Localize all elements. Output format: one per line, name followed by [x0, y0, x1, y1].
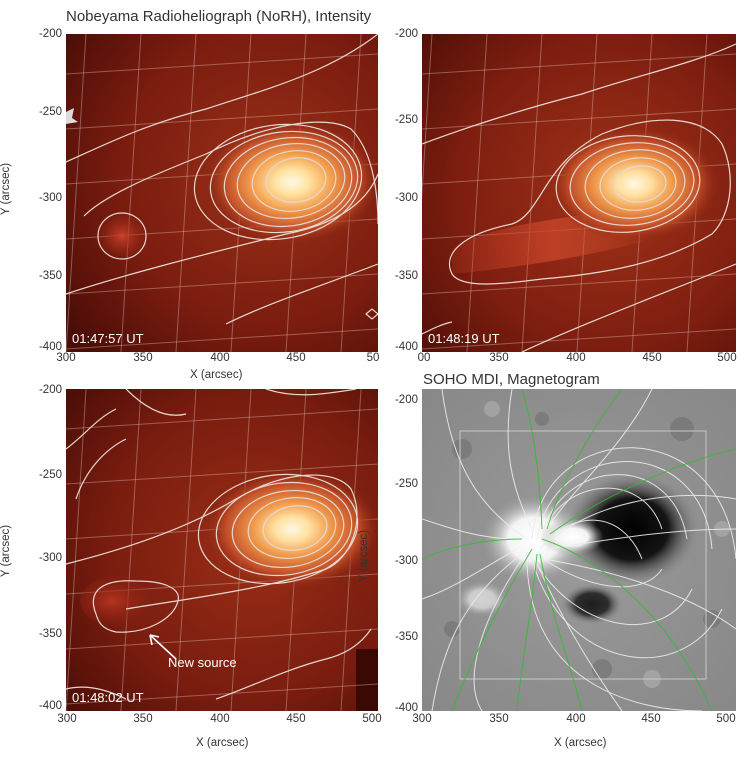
x-axis-label: X (arcsec)	[554, 737, 607, 749]
y-axis-label: Y (arcsec)	[0, 162, 13, 216]
y-tick: -200	[38, 28, 62, 40]
x-tick: 400	[566, 352, 586, 364]
x-tick: 300	[57, 713, 77, 725]
y-tick: -400	[38, 341, 62, 353]
y-tick: -300	[394, 555, 418, 567]
y-tick: -250	[394, 114, 418, 126]
x-tick: 500	[362, 713, 382, 725]
y-tick: -200	[394, 394, 418, 406]
intensity-contours	[66, 389, 372, 700]
y-tick: -400	[394, 702, 418, 714]
norh-panel-top-left: 01:47:57 UT	[66, 34, 378, 352]
norh-panel-top-right: 01:48:19 UT	[422, 34, 736, 352]
y-tick: -400	[38, 700, 62, 712]
y-tick: -250	[38, 106, 62, 118]
x-tick: 350	[133, 713, 153, 725]
y-tick: -200	[38, 384, 62, 396]
arrow-icon	[149, 634, 177, 660]
timestamp: 01:47:57 UT	[72, 331, 144, 346]
y-tick: -300	[38, 192, 62, 204]
x-tick: 50	[366, 352, 380, 364]
timestamp: 01:48:19 UT	[428, 331, 500, 346]
y-tick: -400	[394, 341, 418, 353]
x-tick: 400	[566, 713, 586, 725]
x-axis-label: X (arcsec)	[196, 737, 249, 749]
y-tick: -350	[38, 628, 62, 640]
y-tick: -200	[394, 28, 418, 40]
mdi-magnetogram-panel	[422, 389, 736, 711]
y-tick: -300	[38, 552, 62, 564]
x-tick: 500	[716, 713, 736, 725]
x-tick: 500	[717, 352, 737, 364]
x-axis-label: X (arcsec)	[190, 369, 243, 381]
x-tick: 350	[489, 713, 509, 725]
y-axis-label: Y (arcsec)	[0, 524, 13, 578]
open-field-lines	[422, 389, 736, 711]
y-tick: -350	[394, 270, 418, 282]
y-tick: -300	[394, 192, 418, 204]
mdi-title: SOHO MDI, Magnetogram	[423, 371, 600, 388]
x-tick: 300	[412, 713, 432, 725]
x-tick: 00	[417, 352, 431, 364]
x-tick: 400	[210, 713, 230, 725]
x-tick: 450	[641, 713, 661, 725]
y-tick: -350	[38, 270, 62, 282]
intensity-contours	[422, 43, 736, 352]
x-tick: 400	[210, 352, 230, 364]
intensity-contours	[66, 34, 378, 325]
norh-panel-bottom-left: 01:48:02 UT New source	[66, 389, 378, 711]
new-source-label: New source	[168, 655, 237, 670]
norh-title: Nobeyama Radioheliograph (NoRH), Intensi…	[66, 8, 372, 25]
y-axis-label: Y (arcsec)	[358, 529, 371, 583]
x-tick: 450	[642, 352, 662, 364]
timestamp: 01:48:02 UT	[72, 690, 144, 705]
x-tick: 450	[286, 713, 306, 725]
x-tick: 300	[56, 352, 76, 364]
x-tick: 350	[489, 352, 509, 364]
y-tick: -250	[38, 469, 62, 481]
y-tick: -250	[394, 478, 418, 490]
x-tick: 350	[133, 352, 153, 364]
x-tick: 450	[286, 352, 306, 364]
y-tick: -350	[394, 631, 418, 643]
